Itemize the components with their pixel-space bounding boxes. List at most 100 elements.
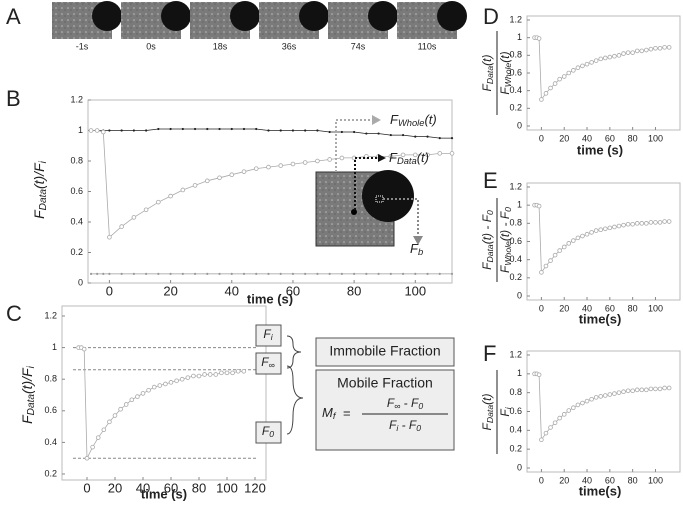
brace <box>286 335 302 369</box>
data-point <box>219 370 224 376</box>
label-part: (t) - F <box>498 211 512 241</box>
data-point <box>548 258 553 263</box>
data-point <box>557 415 562 421</box>
data-point <box>561 74 567 79</box>
data-point <box>589 396 594 402</box>
frame-image-dark <box>230 1 260 31</box>
x-tick-label: 20 <box>163 283 177 298</box>
data-point <box>401 272 405 275</box>
data-point <box>377 132 380 135</box>
data-point <box>552 81 558 86</box>
y-tick-label: 0.8 <box>44 374 57 384</box>
frame-image-dark <box>437 1 467 31</box>
label-part: i <box>26 365 37 368</box>
data-point <box>630 388 635 394</box>
data-point <box>267 272 270 275</box>
data-point <box>602 55 608 61</box>
data-point <box>196 373 202 379</box>
label-part: 0 <box>485 210 495 215</box>
data-point <box>206 127 209 131</box>
frame-time: 36s <box>282 41 297 51</box>
data-point <box>593 58 599 63</box>
x-tick-label: 0 <box>539 133 544 143</box>
data-point <box>112 413 118 418</box>
x-tick-label: 0 <box>106 283 113 298</box>
x-tick-label: 20 <box>559 133 569 143</box>
panel-letter: B <box>6 86 21 111</box>
data-point <box>207 372 213 377</box>
x-axis-label: time(s) <box>579 311 622 326</box>
x-tick-label: 80 <box>347 283 361 298</box>
data-point <box>543 263 549 269</box>
y-tick-label: 1.2 <box>44 310 57 320</box>
y-tick-label: 0.4 <box>44 437 57 447</box>
data-point <box>438 137 441 140</box>
y-axis-label: FData(t)FWhole(t) <box>480 31 513 115</box>
data-point <box>119 224 124 229</box>
data-point <box>616 223 622 229</box>
panel-letter: C <box>6 301 22 326</box>
data-point <box>653 45 658 51</box>
data-point <box>218 127 221 131</box>
data-point <box>266 164 271 170</box>
inset-spot <box>351 209 357 215</box>
x-tick-label: 60 <box>605 303 615 313</box>
series-line <box>534 373 670 442</box>
data-point <box>589 230 594 235</box>
y-tick-label: 0.8 <box>509 387 522 397</box>
x-tick-label: 60 <box>286 283 300 298</box>
level-box <box>255 352 282 375</box>
label-part: Whole <box>503 63 513 88</box>
data-point <box>598 394 604 399</box>
data-point <box>414 272 417 275</box>
data-point <box>639 48 645 54</box>
data-point <box>616 53 622 58</box>
data-point <box>414 135 417 138</box>
y-tick-label: 0.8 <box>509 50 522 60</box>
data-point <box>584 61 590 67</box>
x-tick-label: 100 <box>648 133 663 143</box>
data-point <box>389 272 392 275</box>
label-part: 0 <box>416 423 421 433</box>
data-point <box>607 225 613 231</box>
data-point <box>616 390 622 395</box>
y-tick-label: 1 <box>517 32 522 42</box>
data-point <box>539 437 544 443</box>
data-point <box>88 128 94 133</box>
label-part: F <box>480 262 494 270</box>
y-axis-label-denominator: Fi <box>498 406 513 416</box>
annotation: FData(t) <box>389 150 429 166</box>
label-part: b <box>418 247 423 257</box>
x-axis-label: time (s) <box>141 486 187 501</box>
y-tick-label: 0.6 <box>70 186 83 196</box>
data-point <box>561 244 567 250</box>
inset-dark <box>362 170 414 222</box>
label-part: F <box>19 414 35 424</box>
y-axis-label-denominator: FWhole(t) <box>498 51 513 94</box>
data-point <box>449 151 455 156</box>
data-point <box>202 372 207 377</box>
label-part: i <box>271 332 274 342</box>
data-point <box>120 272 123 275</box>
label-part: F <box>498 409 512 417</box>
data-point <box>401 133 405 137</box>
data-point <box>400 152 406 158</box>
y-tick-label: 0.4 <box>509 85 522 95</box>
x-tick-label: 40 <box>582 133 592 143</box>
data-point <box>253 166 259 171</box>
data-point <box>218 272 221 275</box>
label-part: (t) - F <box>480 214 494 244</box>
data-point <box>132 272 135 275</box>
x-axis-label: time (s) <box>577 142 623 157</box>
data-point <box>657 386 663 392</box>
data-point <box>328 272 331 275</box>
data-point <box>129 397 135 403</box>
data-point <box>235 368 241 374</box>
y-tick-label: 0 <box>517 120 522 130</box>
data-point <box>140 391 146 396</box>
y-axis-label-text: FData(t)/Fi <box>19 365 37 424</box>
data-point <box>365 132 368 135</box>
data-point <box>426 272 429 275</box>
label-part: (t) <box>480 394 494 405</box>
data-point <box>575 235 581 241</box>
